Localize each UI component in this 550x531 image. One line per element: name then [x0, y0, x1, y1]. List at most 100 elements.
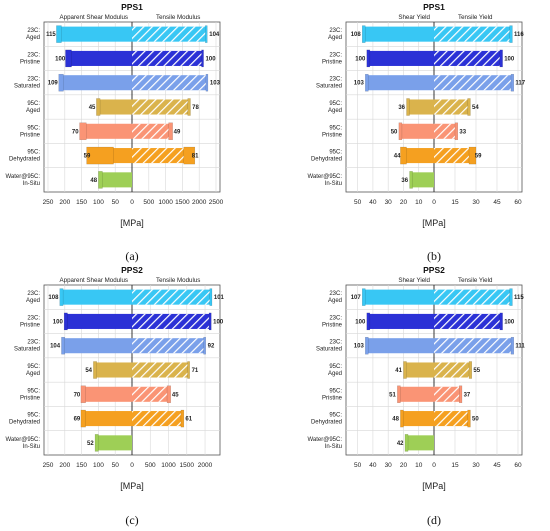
x-tick-label-right: 45 [493, 462, 501, 469]
bar-right-hatch [434, 386, 461, 402]
x-tick-label-right: 2000 [192, 199, 207, 206]
error-box-right [205, 73, 209, 92]
error-box-right [454, 122, 458, 141]
error-box-left [409, 171, 413, 189]
category-label: 23C: [27, 77, 40, 83]
data-label-right: 104 [209, 32, 220, 38]
bar-right-hatch [132, 123, 171, 139]
x-tick-label-left: 0 [130, 462, 134, 469]
error-box-left [79, 122, 87, 141]
data-label-left: 54 [85, 368, 92, 374]
x-tick-label-left: 50 [112, 199, 120, 206]
category-label: In-Situ [23, 444, 40, 450]
data-label-left: 41 [395, 368, 402, 374]
x-tick-label-right: 1000 [158, 199, 173, 206]
chart-panel-b: 0 10 20 30 40 50 15 30 45 60 PPS1 Shear Yield Tensil… [307, 2, 525, 228]
bar-left [83, 411, 132, 427]
data-label-right: 71 [192, 368, 199, 374]
data-label-right: 115 [514, 295, 524, 301]
error-box-left [61, 336, 65, 355]
x-tick-label-left: 100 [93, 462, 104, 469]
chart-title: PPS1 [121, 2, 143, 12]
bar-right-hatch [434, 313, 502, 329]
bar-left [68, 50, 132, 66]
bar-left [398, 386, 434, 402]
x-axis-unit-label: [MPa] [422, 481, 446, 491]
x-tick-label-left: 200 [59, 199, 70, 206]
data-label-right: 92 [208, 344, 215, 350]
category-label: 23C: [27, 52, 40, 58]
data-label-right: 45 [172, 392, 179, 398]
data-label-left: 50 [391, 129, 398, 135]
bar-left [363, 26, 434, 42]
category-label: Dehydrated [311, 157, 342, 163]
x-tick-label-right: 15 [451, 462, 459, 469]
x-tick-label-right: 60 [514, 462, 522, 469]
category-label: Aged [328, 108, 342, 114]
error-box-right [203, 336, 206, 355]
x-tick-label-left: 10 [415, 199, 423, 206]
data-label-right: 116 [514, 32, 524, 38]
category-label: Pristine [20, 132, 41, 138]
category-label: 95C: [27, 101, 40, 107]
x-tick-label-right: 500 [145, 462, 156, 469]
category-label: Water@95C: [5, 437, 40, 443]
category-label: Pristine [322, 132, 343, 138]
error-box-right [166, 385, 171, 404]
category-label: Aged [26, 298, 40, 304]
bar-left [98, 99, 132, 115]
category-label: In-Situ [23, 181, 40, 187]
bar-right-hatch [132, 411, 183, 427]
data-label-left: 103 [354, 81, 365, 87]
error-box-left [404, 434, 409, 452]
x-tick-label-right: 1500 [175, 199, 190, 206]
data-label-left: 69 [74, 417, 81, 423]
error-box-left [96, 98, 101, 116]
error-box-right [205, 25, 208, 43]
bar-left [403, 148, 434, 164]
bar-right-hatch [132, 338, 205, 354]
category-label: 23C: [329, 77, 342, 83]
category-label: Water@95C: [5, 174, 40, 180]
category-label: In-Situ [325, 444, 342, 450]
bar-left [65, 313, 132, 329]
bar-left [95, 362, 132, 378]
error-box-left [93, 361, 97, 379]
data-label-left: 100 [355, 319, 366, 325]
category-label: 95C: [27, 125, 40, 131]
category-label: Pristine [20, 59, 41, 65]
category-label: 23C: [27, 315, 40, 321]
bar-left [100, 172, 132, 188]
error-box-left [406, 98, 410, 116]
data-label-right: 78 [192, 105, 199, 111]
data-label-right: 100 [504, 319, 515, 325]
x-axis-unit-label: [MPa] [120, 218, 144, 228]
x-tick-label-left: 50 [354, 462, 362, 469]
error-box-right [468, 361, 472, 379]
bar-right-hatch [132, 362, 189, 378]
error-box-right [499, 49, 503, 68]
error-box-left [86, 146, 114, 165]
category-label: Pristine [322, 322, 343, 328]
category-label: Dehydrated [311, 420, 342, 426]
data-label-left: 100 [355, 56, 366, 62]
error-box-left [398, 122, 403, 141]
category-label: Dehydrated [9, 420, 40, 426]
error-box-left [94, 434, 99, 452]
error-box-right [180, 409, 185, 428]
data-label-right: 111 [515, 344, 525, 350]
left-header: Shear Yield [398, 14, 430, 21]
error-box-right [467, 409, 471, 428]
x-tick-label-right: 30 [472, 199, 480, 206]
error-box-left [80, 409, 86, 428]
data-label-right: 100 [504, 56, 515, 62]
category-label: 95C: [329, 150, 342, 156]
chart-panel-c: 0 50 100 150 200 250 500 1000 1500 2000 PPS2 Appare… [5, 265, 224, 491]
bar-right-hatch [132, 289, 211, 305]
category-label: Saturated [14, 347, 40, 353]
error-box-left [58, 73, 64, 92]
error-box-left [59, 288, 64, 306]
category-label: 95C: [329, 413, 342, 419]
data-label-right: 33 [459, 129, 466, 135]
bar-left [63, 338, 133, 354]
